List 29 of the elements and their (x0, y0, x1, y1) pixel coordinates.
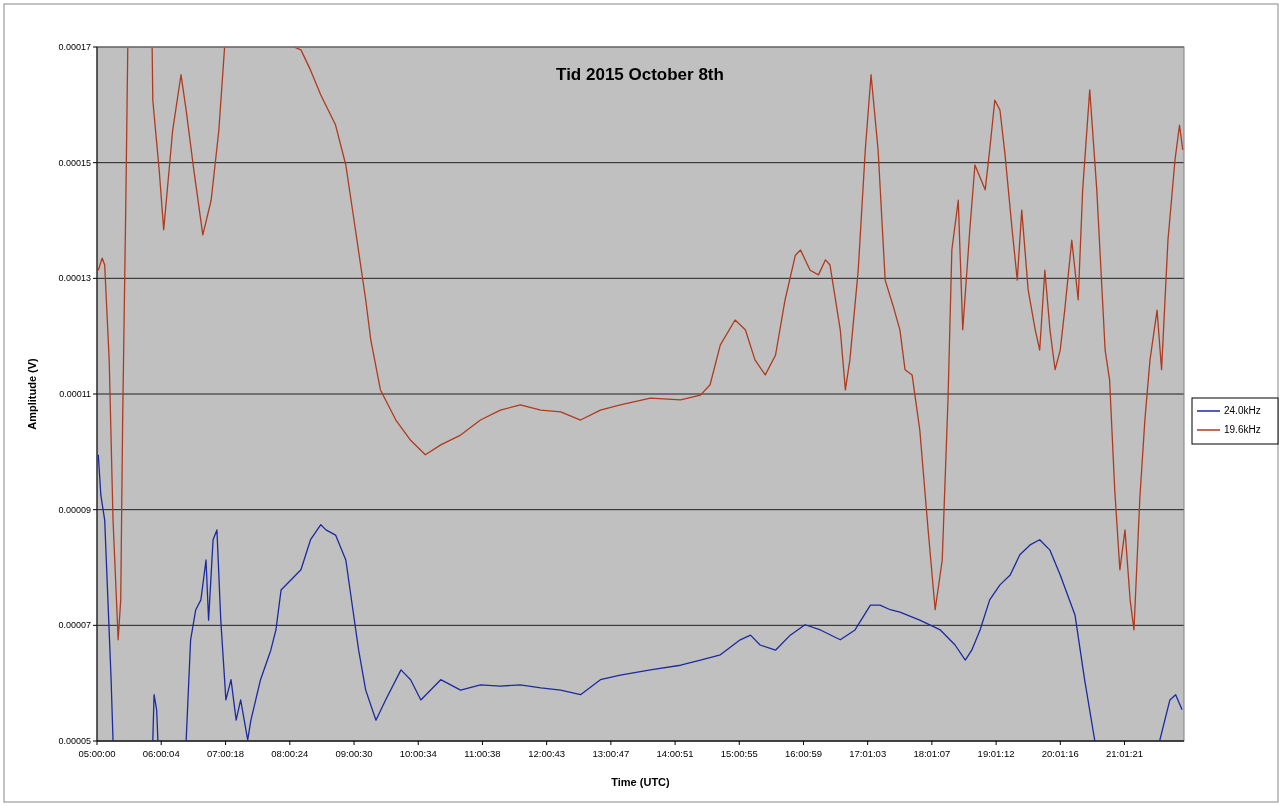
x-tick-label: 20:01:16 (1041, 748, 1079, 759)
y-tick-label: 0.00011 (59, 388, 91, 399)
x-tick-label: 14:00:51 (656, 748, 694, 759)
legend-label: 19.6kHz (1224, 424, 1261, 436)
x-tick-label: 19:01:12 (977, 748, 1015, 759)
x-tick-label: 07:00:18 (207, 748, 245, 759)
y-tick-label: 0.00013 (58, 273, 91, 284)
y-tick-label: 0.00007 (58, 620, 91, 631)
x-tick-label: 08:00:24 (271, 748, 309, 759)
x-tick-label: 11:00:38 (464, 748, 501, 759)
x-tick-label: 06:00:04 (142, 748, 180, 759)
y-tick-label: 0.00017 (58, 41, 91, 52)
x-tick-label: 15:00:55 (720, 748, 758, 759)
y-axis-title: Amplitude (V) (26, 357, 38, 430)
x-tick-label: 17:01:03 (849, 748, 887, 759)
x-tick-label: 16:00:59 (784, 748, 822, 759)
x-tick-label: 12:00:43 (528, 748, 566, 759)
x-tick-label: 05:00:00 (78, 748, 116, 759)
x-tick-label: 10:00:34 (399, 748, 437, 759)
y-tick-label: 0.00009 (58, 504, 91, 515)
x-axis-title: Time (UTC) (611, 776, 671, 788)
x-tick-label: 21:01:21 (1106, 748, 1144, 759)
text: Tid 2015 October 8th (556, 65, 724, 84)
legend-label: 24.0kHz (1224, 405, 1261, 417)
y-tick-label: 0.00005 (58, 735, 91, 746)
x-tick-label: 18:01:07 (913, 748, 951, 759)
x-tick-label: 09:00:30 (335, 748, 373, 759)
y-tick-label: 0.00015 (58, 157, 91, 168)
x-tick-label: 13:00:47 (592, 748, 630, 759)
